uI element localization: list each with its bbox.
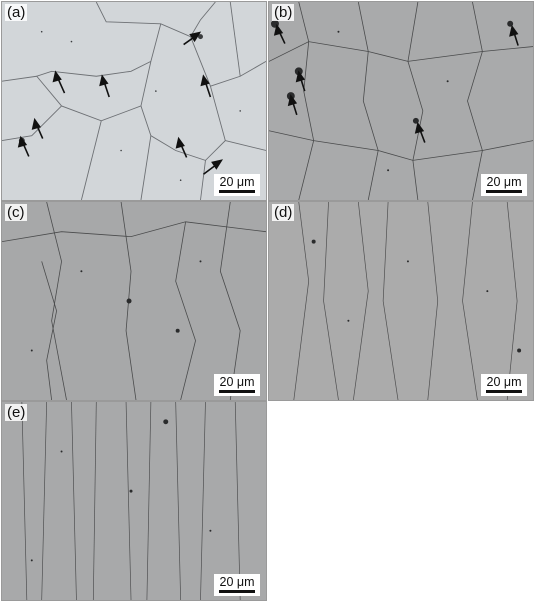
panel-label-c: (c) (5, 204, 27, 221)
grain-boundaries-d (293, 202, 518, 400)
panel-label-b: (b) (272, 4, 295, 21)
scale-bar-line-a (219, 190, 255, 193)
micrograph-image-c (2, 202, 266, 400)
scale-bar-d: 20 μm (481, 374, 527, 396)
scale-bar-text-d: 20 μm (486, 375, 522, 389)
panel-label-e: (e) (5, 404, 28, 421)
micrograph-panel-b: (b) 20 μm (268, 1, 534, 201)
micrograph-panel-a: (a) 20 μm (1, 1, 267, 201)
micrograph-image-d (269, 202, 533, 400)
arrow-markers-b (273, 23, 519, 143)
scale-bar-e: 20 μm (214, 574, 260, 596)
micrograph-panel-c: (c) 20 μm (1, 201, 267, 401)
micrograph-panel-d: (d) 20 μm (268, 201, 534, 401)
scale-bar-text-e: 20 μm (219, 575, 255, 589)
inclusion-dots-c (30, 260, 202, 352)
micrograph-panel-e: (e) 20 μm (1, 401, 267, 601)
panel-label-d: (d) (272, 204, 295, 221)
micrograph-image-a (2, 2, 266, 200)
scale-bar-line-e (219, 590, 255, 593)
panel-label-a: (a) (5, 4, 28, 21)
scale-bar-line-c (219, 390, 255, 393)
micrograph-image-b (269, 2, 533, 200)
grain-boundaries-b (269, 2, 533, 200)
micrograph-image-e (2, 402, 266, 600)
inclusion-dots-e (30, 419, 212, 562)
scale-bar-text-a: 20 μm (219, 175, 255, 189)
arrow-markers-a (17, 31, 224, 175)
scale-bar-c: 20 μm (214, 374, 260, 396)
inclusion-dots-d (311, 239, 522, 353)
grain-boundaries-a (2, 2, 266, 200)
scale-bar-text-b: 20 μm (486, 175, 522, 189)
scale-bar-text-c: 20 μm (219, 375, 255, 389)
grain-boundaries-e (21, 402, 241, 600)
scale-bar-line-d (486, 390, 522, 393)
scale-bar-a: 20 μm (214, 174, 260, 196)
scale-bar-line-b (486, 190, 522, 193)
scale-bar-b: 20 μm (481, 174, 527, 196)
